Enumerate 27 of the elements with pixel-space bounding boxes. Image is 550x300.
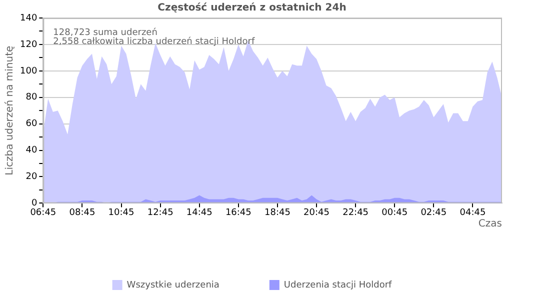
annotation: 128,723 suma uderzeń	[53, 26, 158, 38]
x-tick-label: 10:45	[108, 208, 134, 218]
legend-label: Uderzenia stacji Holdorf	[284, 280, 393, 290]
x-tick-label: 22:45	[342, 208, 369, 218]
y-tick-label: 40	[26, 146, 38, 156]
x-tick-label: 06:45	[30, 208, 56, 218]
x-tick-label: 00:45	[382, 208, 408, 218]
x-axis-title: Czas	[478, 218, 502, 230]
x-tick-label: 16:45	[225, 208, 252, 218]
y-tick-label: 80	[26, 92, 38, 103]
x-tick-label: 08:45	[69, 208, 96, 218]
x-tick-label: 04:45	[460, 208, 486, 218]
y-tick-label: 140	[20, 13, 38, 24]
y-axis-title: Liczba uderzeń na minutę	[4, 46, 16, 176]
x-tick-label: 14:45	[186, 208, 212, 218]
legend-label: Wszystkie uderzenia	[126, 280, 220, 290]
x-tick-label: 12:45	[147, 208, 174, 218]
x-tick-label: 20:45	[304, 208, 330, 218]
y-tick-label: 60	[26, 119, 38, 130]
y-tick-label: 20	[26, 172, 38, 182]
chart-title: Częstość uderzeń z ostatnich 24h	[158, 2, 346, 14]
x-tick-label: 02:45	[420, 208, 447, 218]
annotation: 2,558 całkowita liczba uderzeń stacji Holdorf	[53, 36, 256, 47]
y-tick-label: 100	[20, 66, 38, 76]
y-tick-label: 0	[31, 198, 38, 209]
x-tick-label: 18:45	[264, 208, 290, 218]
y-tick-label: 120	[20, 40, 38, 50]
